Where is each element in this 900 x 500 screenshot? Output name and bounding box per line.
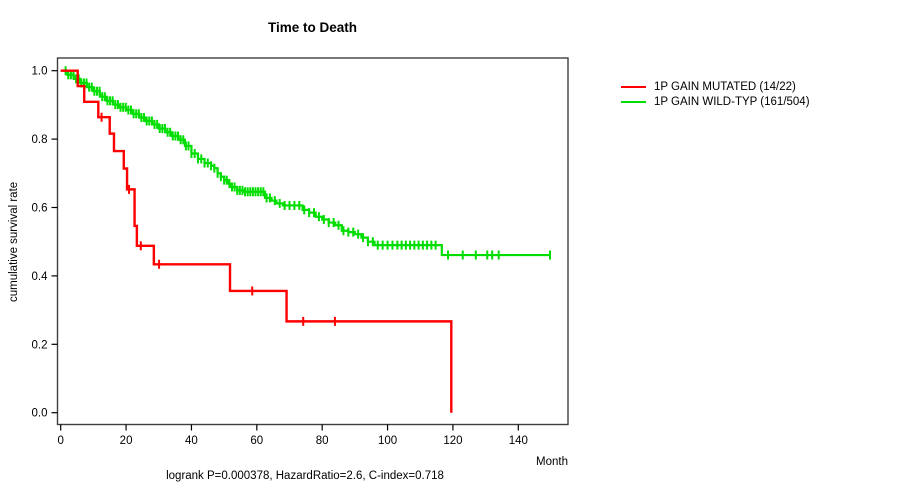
- legend-label-mutated: 1P GAIN MUTATED (14/22): [654, 80, 796, 93]
- stats-annotation: logrank P=0.000378, HazardRatio=2.6, C-i…: [166, 470, 444, 482]
- x-tick-label: 100: [378, 435, 397, 447]
- x-axis-label: Month: [536, 456, 568, 468]
- y-tick-label: 1.0: [32, 66, 48, 78]
- chart-title: Time to Death: [267, 20, 357, 35]
- y-tick-label: 0.8: [32, 134, 48, 146]
- legend: 1P GAIN MUTATED (14/22) 1P GAIN WILD-TYP…: [621, 79, 810, 109]
- legend-line-green-icon: [621, 100, 646, 103]
- legend-line-red-icon: [621, 85, 646, 88]
- mutated-curve: [60, 69, 453, 413]
- legend-item-mutated: 1P GAIN MUTATED (14/22): [621, 79, 810, 94]
- wildtype-curve: [60, 69, 551, 257]
- x-tick-label: 80: [316, 435, 329, 447]
- x-tick-label: 120: [443, 435, 462, 447]
- x-tick-label: 0: [57, 435, 63, 447]
- y-tick-label: 0.0: [32, 408, 48, 420]
- y-tick-label: 0.6: [32, 203, 48, 215]
- x-tick-label: 20: [120, 435, 133, 447]
- y-tick-label: 0.4: [32, 271, 49, 283]
- legend-label-wildtype: 1P GAIN WILD-TYP (161/504): [654, 95, 810, 108]
- y-axis-label: cumulative survival rate: [8, 181, 20, 302]
- x-tick-label: 60: [250, 435, 263, 447]
- y-tick-label: 0.2: [32, 339, 48, 351]
- legend-item-wildtype: 1P GAIN WILD-TYP (161/504): [621, 94, 810, 109]
- x-tick-label: 140: [509, 435, 528, 447]
- plot-box: [56, 57, 569, 426]
- x-tick-label: 40: [185, 435, 198, 447]
